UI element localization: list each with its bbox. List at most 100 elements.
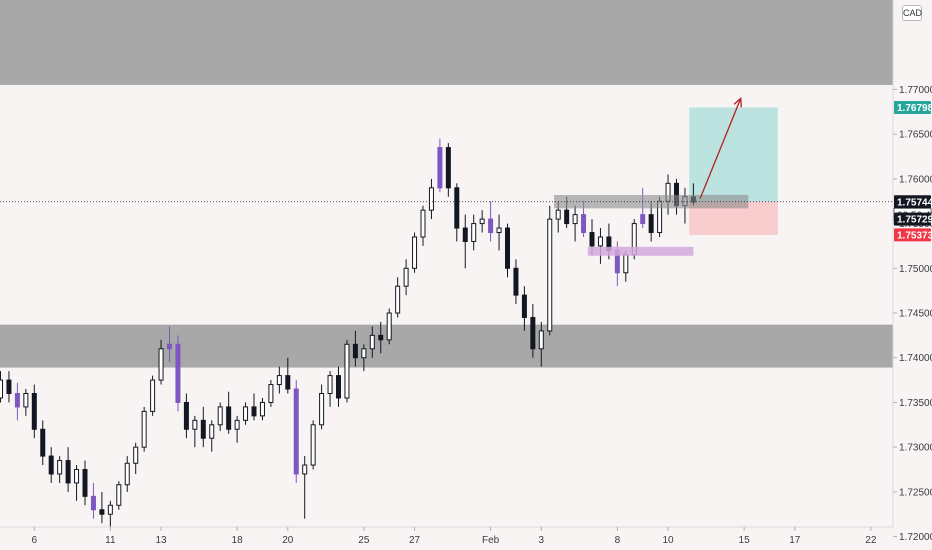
candles-layer bbox=[0, 138, 696, 528]
candle-body-31[interactable] bbox=[259, 401, 265, 417]
candle-body-67[interactable] bbox=[564, 209, 570, 225]
trend-arrow-line[interactable] bbox=[699, 98, 742, 199]
candle-body-63[interactable] bbox=[530, 316, 536, 350]
candle-body-3[interactable] bbox=[23, 392, 29, 408]
candle-body-1[interactable] bbox=[6, 379, 12, 394]
candle-body-76[interactable] bbox=[640, 214, 646, 225]
candle-body-71[interactable] bbox=[597, 236, 603, 247]
candle-body-29[interactable] bbox=[243, 406, 249, 421]
candle-body-34[interactable] bbox=[285, 375, 291, 390]
candle-body-8[interactable] bbox=[65, 460, 71, 484]
candle-body-52[interactable] bbox=[437, 147, 443, 189]
candle-body-27[interactable] bbox=[226, 406, 232, 430]
candle-body-11[interactable] bbox=[90, 495, 96, 511]
candle-body-10[interactable] bbox=[82, 469, 88, 497]
price-tick-label-1: 1.76500 bbox=[899, 130, 932, 141]
time-tick-label-1: 11 bbox=[105, 535, 116, 546]
candle-body-48[interactable] bbox=[403, 267, 409, 287]
price-tick-label-9: 1.72500 bbox=[899, 487, 932, 498]
candle-body-58[interactable] bbox=[488, 218, 494, 234]
candle-body-28[interactable] bbox=[234, 419, 240, 430]
candle-body-14[interactable] bbox=[116, 484, 122, 506]
candle-body-55[interactable] bbox=[462, 227, 468, 242]
candle-body-32[interactable] bbox=[268, 384, 274, 403]
price-tag-box-2 bbox=[894, 212, 931, 226]
candle-body-46[interactable] bbox=[386, 312, 392, 341]
time-tick-label-3: 18 bbox=[232, 535, 244, 546]
candle-body-56[interactable] bbox=[471, 223, 477, 242]
candle-body-68[interactable] bbox=[572, 214, 578, 225]
candle-body-49[interactable] bbox=[412, 236, 418, 269]
candle-body-33[interactable] bbox=[276, 375, 282, 386]
candle-body-43[interactable] bbox=[361, 348, 367, 359]
candle-body-5[interactable] bbox=[40, 428, 46, 457]
candle-body-39[interactable] bbox=[327, 375, 333, 394]
candle-body-7[interactable] bbox=[57, 460, 63, 475]
time-tick-label-11: 15 bbox=[739, 535, 751, 546]
candle-body-20[interactable] bbox=[167, 343, 172, 350]
candle-body-30[interactable] bbox=[251, 406, 257, 417]
candle-body-77[interactable] bbox=[648, 214, 654, 234]
candle-body-18[interactable] bbox=[150, 379, 156, 412]
candle-body-42[interactable] bbox=[352, 343, 358, 359]
candle-body-19[interactable] bbox=[158, 348, 164, 381]
price-tick-label-0: 1.77000 bbox=[899, 85, 932, 96]
box-1[interactable] bbox=[587, 246, 694, 256]
time-tick-label-5: 25 bbox=[358, 535, 370, 546]
candle-body-0[interactable] bbox=[0, 379, 3, 399]
candle-body-54[interactable] bbox=[454, 187, 460, 229]
price-tick-label-10: 1.72000 bbox=[899, 532, 932, 543]
price-tick-label-8: 1.73000 bbox=[899, 443, 932, 454]
candle-body-21[interactable] bbox=[175, 343, 181, 403]
candle-body-74[interactable] bbox=[623, 254, 629, 274]
candle-body-2[interactable] bbox=[14, 392, 20, 408]
candle-body-59[interactable] bbox=[496, 227, 502, 234]
candle-body-47[interactable] bbox=[395, 285, 401, 314]
time-axis-background bbox=[0, 527, 893, 550]
candle-body-64[interactable] bbox=[538, 330, 544, 350]
price-axis-background bbox=[893, 0, 932, 550]
candle-body-37[interactable] bbox=[310, 424, 316, 466]
candle-body-6[interactable] bbox=[48, 455, 54, 475]
candle-body-57[interactable] bbox=[479, 218, 485, 225]
candle-body-41[interactable] bbox=[344, 343, 350, 399]
candle-body-13[interactable] bbox=[107, 504, 113, 515]
candle-body-4[interactable] bbox=[31, 392, 37, 430]
candle-body-61[interactable] bbox=[513, 267, 519, 296]
zone-1[interactable] bbox=[0, 324, 893, 368]
candle-body-50[interactable] bbox=[420, 209, 426, 238]
candle-body-69[interactable] bbox=[581, 214, 587, 234]
candle-body-26[interactable] bbox=[217, 406, 223, 426]
price-tick-label-7: 1.73500 bbox=[899, 398, 932, 409]
candle-body-66[interactable] bbox=[555, 209, 561, 220]
currency-label[interactable]: CAD bbox=[902, 5, 922, 21]
candle-body-25[interactable] bbox=[209, 424, 215, 439]
candle-body-17[interactable] bbox=[141, 410, 147, 448]
candle-body-40[interactable] bbox=[336, 375, 341, 399]
candle-body-60[interactable] bbox=[505, 227, 510, 269]
candle-body-22[interactable] bbox=[183, 401, 189, 430]
candle-body-45[interactable] bbox=[378, 334, 384, 341]
candle-body-36[interactable] bbox=[302, 464, 308, 475]
arrow-layer bbox=[699, 96, 742, 199]
candle-body-70[interactable] bbox=[589, 232, 595, 247]
candle-body-12[interactable] bbox=[99, 509, 105, 515]
zone-0[interactable] bbox=[0, 0, 893, 85]
candle-body-15[interactable] bbox=[124, 462, 130, 486]
candle-body-24[interactable] bbox=[200, 419, 206, 439]
candle-body-53[interactable] bbox=[445, 147, 451, 189]
position-target-zone[interactable] bbox=[689, 107, 778, 202]
candle-body-62[interactable] bbox=[521, 294, 527, 318]
candle-body-35[interactable] bbox=[293, 388, 299, 475]
candle-body-9[interactable] bbox=[74, 469, 80, 484]
candle-body-16[interactable] bbox=[133, 446, 139, 464]
candle-body-44[interactable] bbox=[369, 334, 375, 350]
candle-body-51[interactable] bbox=[428, 187, 434, 211]
candle-body-38[interactable] bbox=[319, 392, 325, 426]
candle-body-23[interactable] bbox=[192, 419, 198, 430]
candle-body-65[interactable] bbox=[547, 218, 553, 332]
